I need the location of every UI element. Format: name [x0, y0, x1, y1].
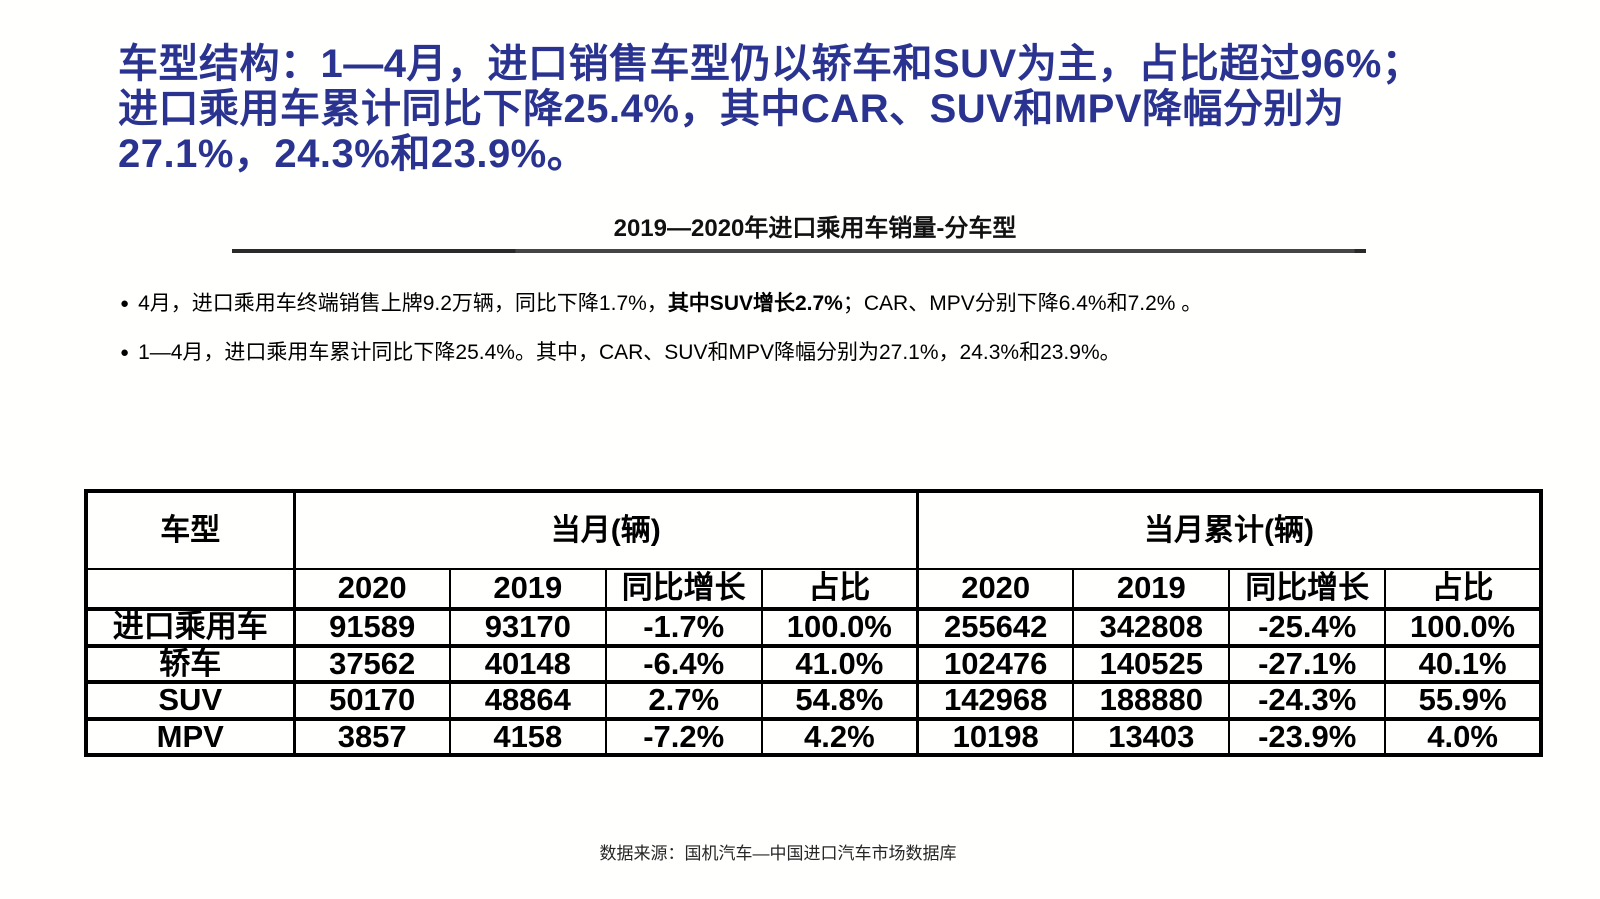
table-cell: -24.3% — [1228, 680, 1387, 719]
header-group-cumulative: 当月累计(辆) — [916, 491, 1542, 570]
subheader-2020: 2020 — [292, 568, 451, 609]
table-cell: 255642 — [916, 607, 1075, 646]
table-cell: 4158 — [448, 716, 607, 756]
title-line: 车型结构：1—4月，进口销售车型仍以轿车和SUV为主，占比超过96%； — [118, 42, 1423, 86]
table-cell: -23.9% — [1228, 716, 1387, 756]
title-line: 进口乘用车累计同比下降25.4%，其中CAR、SUV和MPV降幅分别为 — [118, 87, 1345, 131]
table-cell: 40.1% — [1384, 643, 1542, 683]
bullet-item: ● 4月，进口乘用车终端销售上牌9.2万辆，同比下降1.7%，其中SUV增长2.… — [120, 291, 1540, 317]
table-cell: 342808 — [1072, 607, 1231, 646]
row-label: 进口乘用车 — [85, 607, 295, 646]
table-cell: 3857 — [292, 716, 451, 756]
table-cell: 10198 — [916, 716, 1075, 756]
header-group-month: 当月(辆) — [292, 491, 919, 570]
subheader-2020-cum: 2020 — [916, 568, 1075, 609]
table-cell: 93170 — [448, 607, 607, 646]
bullet-text-regular: ；CAR、MPV分别下降6.4%和7.2% 。 — [842, 292, 1203, 315]
bullet-text-regular: 1—4月，进口乘用车累计同比下降25.4%。其中，CAR、SUV和MPV降幅分别… — [138, 341, 1121, 364]
subheader-share-cum: 占比 — [1384, 568, 1542, 609]
bullet-item: ● 1—4月，进口乘用车累计同比下降25.4%。其中，CAR、SUV和MPV降幅… — [120, 340, 1540, 366]
table-row: 进口乘用车 91589 93170 -1.7% 100.0% 255642 34… — [85, 607, 1542, 646]
bullet-text: 4月，进口乘用车终端销售上牌9.2万辆，同比下降1.7%，其中SUV增长2.7%… — [138, 291, 1202, 317]
table-cell: 37562 — [292, 643, 451, 683]
bullet-icon: ● — [120, 295, 130, 312]
subheader-empty — [85, 568, 295, 609]
subheader-share: 占比 — [760, 568, 919, 609]
bullet-text: 1—4月，进口乘用车累计同比下降25.4%。其中，CAR、SUV和MPV降幅分别… — [138, 340, 1121, 366]
table-caption: 2019—2020年进口乘用车销量-分车型 — [613, 215, 1017, 242]
data-source-note: 数据来源：国机汽车—中国进口汽车市场数据库 — [599, 844, 957, 863]
sales-table: 车型 当月(辆) 当月累计(辆) 2020 2019 同比增长 占比 2020 … — [84, 489, 1543, 758]
table-cell: 102476 — [916, 643, 1075, 683]
table-header-group-row: 车型 当月(辆) 当月累计(辆) — [85, 491, 1542, 570]
bullet-list: ● 4月，进口乘用车终端销售上牌9.2万辆，同比下降1.7%，其中SUV增长2.… — [120, 291, 1540, 389]
bullet-text-regular: 4月，进口乘用车终端销售上牌9.2万辆，同比下降1.7%， — [138, 292, 668, 315]
bullet-text-bold: 其中SUV增长2.7% — [667, 292, 843, 315]
table-row: MPV 3857 4158 -7.2% 4.2% 10198 13403 -23… — [85, 716, 1542, 756]
table-cell: 140525 — [1072, 643, 1231, 683]
subheader-yoy: 同比增长 — [604, 568, 763, 609]
table-cell: 41.0% — [760, 643, 919, 683]
subheader-2019-cum: 2019 — [1072, 568, 1231, 609]
table-cell: 188880 — [1072, 680, 1231, 719]
table-cell: -7.2% — [604, 716, 763, 756]
table-row: SUV 50170 48864 2.7% 54.8% 142968 188880… — [85, 680, 1542, 719]
table-cell: 142968 — [916, 680, 1075, 719]
table-cell: 4.0% — [1384, 716, 1542, 756]
row-label: SUV — [85, 680, 295, 719]
subheader-2019: 2019 — [448, 568, 607, 609]
table-cell: 4.2% — [760, 716, 919, 756]
subheader-yoy-cum: 同比增长 — [1228, 568, 1387, 609]
table-cell: 100.0% — [1384, 607, 1542, 646]
bullet-icon: ● — [120, 344, 130, 361]
table-cell: -6.4% — [604, 643, 763, 683]
header-vehicle-type: 车型 — [85, 491, 295, 570]
table-cell: -27.1% — [1228, 643, 1387, 683]
table-cell: 50170 — [292, 680, 451, 719]
row-label: MPV — [85, 716, 295, 756]
table-cell: 48864 — [448, 680, 607, 719]
table-cell: 55.9% — [1384, 680, 1542, 719]
table-cell: 54.8% — [760, 680, 919, 719]
table-cell: 100.0% — [760, 607, 919, 646]
table-row: 轿车 37562 40148 -6.4% 41.0% 102476 140525… — [85, 643, 1542, 683]
caption-underline — [232, 249, 1366, 253]
table-subheader-row: 2020 2019 同比增长 占比 2020 2019 同比增长 占比 — [85, 568, 1542, 609]
row-label: 轿车 — [85, 643, 295, 683]
table-cell: 13403 — [1072, 716, 1231, 756]
table-cell: 40148 — [448, 643, 607, 683]
table-cell: 91589 — [292, 607, 451, 646]
table-cell: -1.7% — [604, 607, 763, 646]
table-cell: 2.7% — [604, 680, 763, 719]
title-line: 27.1%，24.3%和23.9%。 — [118, 132, 588, 176]
page-title: 车型结构：1—4月，进口销售车型仍以轿车和SUV为主，占比超过96%； 进口乘用… — [118, 42, 1478, 177]
table-cell: -25.4% — [1228, 607, 1387, 646]
